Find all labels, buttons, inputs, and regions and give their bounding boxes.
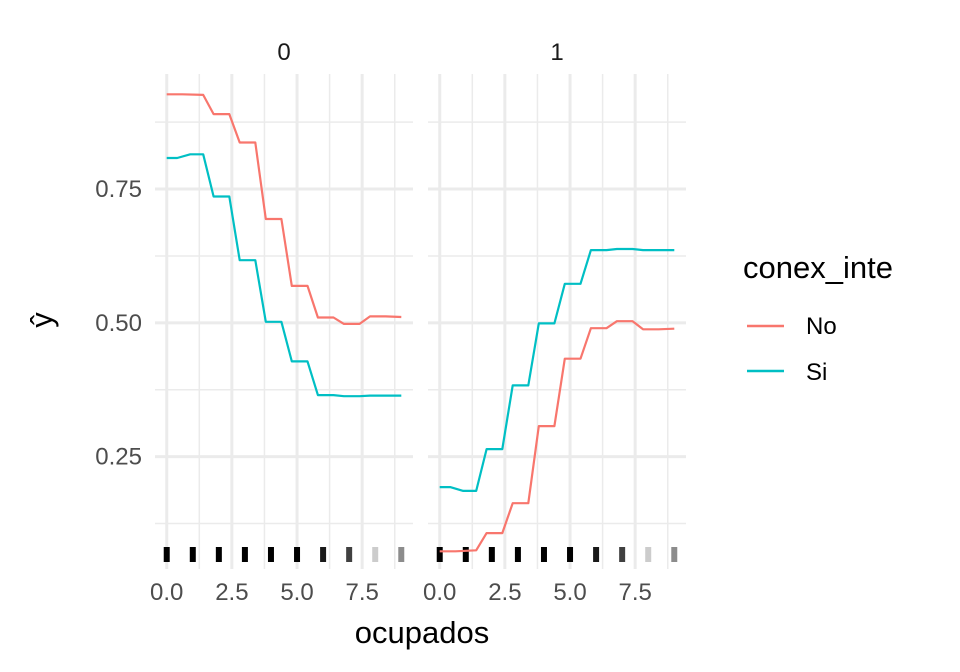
y-tick-label: 0.75 bbox=[95, 176, 142, 203]
rug-mark bbox=[671, 547, 678, 562]
rug-mark bbox=[267, 547, 274, 562]
rug-mark bbox=[189, 547, 196, 562]
x-tick-label: 7.5 bbox=[345, 579, 378, 606]
series-line-no bbox=[166, 93, 402, 325]
rug-mark bbox=[619, 547, 626, 562]
panel-strip-label: 0 bbox=[277, 39, 290, 66]
rug-mark bbox=[372, 547, 379, 562]
panel-1: 1 bbox=[428, 39, 686, 569]
legend-title: conex_inte bbox=[743, 250, 893, 285]
x-tick-label: 2.5 bbox=[215, 579, 248, 606]
x-tick-label: 7.5 bbox=[618, 579, 651, 606]
legend-label-si: Si bbox=[806, 359, 827, 386]
x-tick-label: 0.0 bbox=[150, 579, 183, 606]
x-tick-label: 2.5 bbox=[488, 579, 521, 606]
series-line-no bbox=[439, 320, 675, 553]
x-tick-label: 0.0 bbox=[423, 579, 456, 606]
panel-strip-label: 1 bbox=[550, 39, 563, 66]
series-line-si bbox=[166, 153, 402, 398]
rug-mark bbox=[215, 547, 222, 562]
rug-mark bbox=[163, 547, 170, 562]
x-tick-label: 5.0 bbox=[280, 579, 313, 606]
rug-mark bbox=[346, 547, 353, 562]
panel-0: 0 bbox=[155, 39, 413, 569]
rug-mark bbox=[398, 547, 405, 562]
rug-mark bbox=[241, 547, 248, 562]
rug-mark bbox=[488, 547, 495, 562]
rug-mark bbox=[294, 547, 301, 562]
series-line-si bbox=[439, 247, 675, 492]
rug-mark bbox=[645, 547, 652, 562]
rug-mark bbox=[540, 547, 547, 562]
x-tick-label: 5.0 bbox=[553, 579, 586, 606]
y-tick-label: 0.25 bbox=[95, 444, 142, 471]
y-tick-label: 0.50 bbox=[95, 310, 142, 337]
legend-label-no: No bbox=[806, 313, 837, 340]
rug-mark bbox=[593, 547, 600, 562]
x-axis-title: ocupados bbox=[355, 615, 489, 650]
rug-mark bbox=[320, 547, 327, 562]
rug-mark bbox=[436, 547, 443, 562]
rug-mark bbox=[567, 547, 574, 562]
y-axis-title: ŷ bbox=[24, 312, 59, 328]
rug-mark bbox=[514, 547, 521, 562]
rug-mark bbox=[462, 547, 469, 562]
legend: conex_inte No Si bbox=[743, 250, 893, 386]
